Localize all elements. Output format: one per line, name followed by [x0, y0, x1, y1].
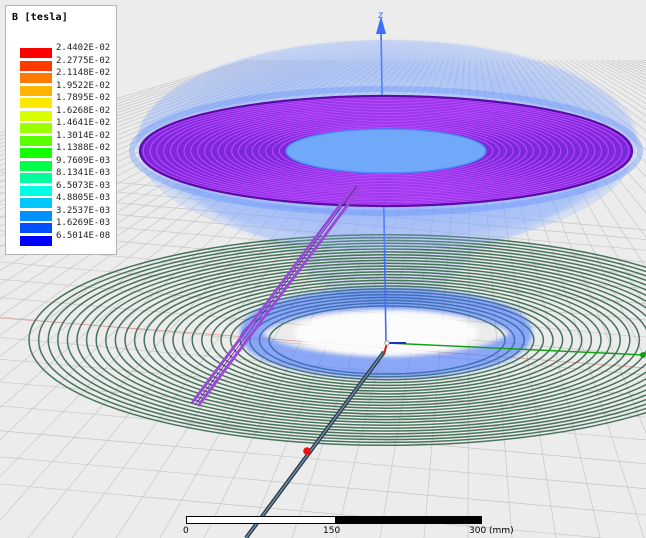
legend-swatch: [20, 210, 52, 221]
legend-swatch: [20, 48, 52, 58]
legend-swatch: [20, 148, 52, 158]
legend-swatch: [20, 173, 52, 183]
scale-bar: [186, 516, 482, 524]
legend-value: 1.4641E-02: [56, 118, 111, 128]
legend-swatch: [20, 160, 52, 171]
legend-swatch: [20, 123, 52, 133]
scale-tick-300: 300 (mm): [469, 526, 514, 536]
legend-value: 1.1388E-02: [56, 143, 111, 153]
legend-value: 2.4402E-02: [56, 43, 111, 53]
legend-value: 2.2775E-02: [56, 55, 111, 66]
probe-point-marker: [303, 447, 311, 455]
scale-tick-0: 0: [183, 526, 189, 536]
legend-value: 6.5014E-08: [56, 230, 111, 241]
legend-value: 1.3014E-02: [56, 130, 111, 141]
scale-tick-150: 150: [323, 526, 341, 536]
axis-triad: [383, 340, 646, 358]
legend-title: B [tesla]: [12, 12, 68, 23]
legend-swatch: [20, 60, 52, 71]
legend-value: 6.5073E-03: [56, 180, 111, 191]
z-axis-label: z: [378, 10, 383, 21]
legend-swatch: [20, 135, 52, 146]
legend-value: 8.1341E-03: [56, 168, 111, 178]
legend-swatch: [20, 223, 52, 233]
feed-wire: [244, 350, 386, 538]
legend-value: 2.1148E-02: [56, 68, 111, 78]
legend-swatch: [20, 198, 52, 208]
legend-swatch: [20, 110, 52, 121]
legend-swatch: [20, 73, 52, 83]
legend-value: 1.7895E-02: [56, 93, 111, 103]
scale-bar-segment: [335, 517, 481, 523]
legend-value: 4.8805E-03: [56, 193, 111, 203]
legend-value: 9.7609E-03: [56, 155, 111, 166]
legend-value: 1.6269E-03: [56, 218, 111, 228]
lead-wire: [190, 184, 363, 407]
top-coil: [129, 40, 643, 250]
legend-swatch: [20, 98, 52, 108]
legend-swatch: [20, 185, 52, 196]
legend-value: 1.9522E-02: [56, 80, 111, 91]
legend-value: 1.6268E-02: [56, 105, 111, 116]
legend-swatch: [20, 235, 52, 246]
legend-value: 3.2537E-03: [56, 205, 111, 216]
field-legend: B [tesla] 2.4402E-02 2.2775E-02 2.1148E-02…: [5, 5, 117, 255]
legend-swatch: [20, 85, 52, 96]
